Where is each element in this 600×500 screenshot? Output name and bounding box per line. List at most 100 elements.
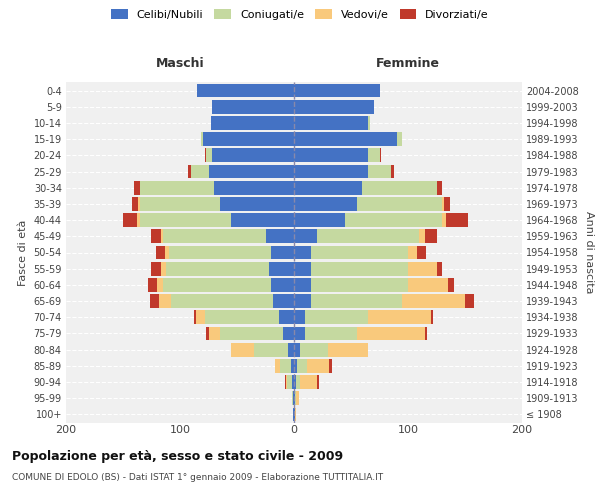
Bar bbox=[157, 278, 163, 292]
Bar bbox=[311, 262, 408, 276]
Bar bbox=[269, 262, 294, 276]
Bar bbox=[200, 132, 203, 146]
Bar bbox=[148, 278, 157, 292]
Bar bbox=[137, 213, 140, 227]
Bar bbox=[194, 310, 196, 324]
Bar bbox=[151, 262, 161, 276]
Bar bbox=[165, 246, 169, 260]
Bar bbox=[209, 326, 220, 340]
Bar bbox=[290, 359, 294, 372]
Bar bbox=[329, 359, 332, 372]
Bar bbox=[214, 181, 294, 194]
Bar bbox=[197, 84, 294, 98]
Bar bbox=[368, 116, 370, 130]
Bar bbox=[417, 246, 426, 260]
Bar bbox=[163, 230, 265, 243]
Bar bbox=[408, 278, 448, 292]
Bar bbox=[294, 326, 305, 340]
Bar bbox=[285, 375, 286, 389]
Legend: Celibi/Nubili, Coniugati/e, Vedovi/e, Divorziati/e: Celibi/Nubili, Coniugati/e, Vedovi/e, Di… bbox=[108, 6, 492, 23]
Bar bbox=[295, 392, 296, 405]
Bar bbox=[419, 230, 425, 243]
Bar bbox=[294, 164, 368, 178]
Y-axis label: Fasce di età: Fasce di età bbox=[18, 220, 28, 286]
Bar bbox=[292, 392, 293, 405]
Text: COMUNE DI EDOLO (BS) - Dati ISTAT 1° gennaio 2009 - Elaborazione TUTTITALIA.IT: COMUNE DI EDOLO (BS) - Dati ISTAT 1° gen… bbox=[12, 472, 383, 482]
Bar bbox=[294, 132, 397, 146]
Bar bbox=[171, 294, 274, 308]
Bar bbox=[203, 132, 294, 146]
Bar bbox=[294, 343, 300, 356]
Bar bbox=[151, 294, 160, 308]
Bar bbox=[307, 359, 329, 372]
Bar bbox=[294, 230, 317, 243]
Bar bbox=[431, 310, 433, 324]
Bar bbox=[212, 100, 294, 114]
Text: Femmine: Femmine bbox=[376, 57, 440, 70]
Bar bbox=[305, 310, 368, 324]
Bar bbox=[271, 246, 294, 260]
Bar bbox=[212, 148, 294, 162]
Bar bbox=[232, 343, 254, 356]
Bar bbox=[408, 246, 417, 260]
Y-axis label: Anni di nascita: Anni di nascita bbox=[584, 211, 595, 294]
Bar bbox=[448, 278, 454, 292]
Bar bbox=[232, 213, 294, 227]
Bar bbox=[286, 375, 287, 389]
Bar bbox=[140, 197, 220, 211]
Bar bbox=[442, 213, 446, 227]
Bar bbox=[123, 213, 137, 227]
Bar bbox=[209, 164, 294, 178]
Text: Maschi: Maschi bbox=[155, 57, 205, 70]
Bar bbox=[368, 310, 431, 324]
Bar bbox=[311, 294, 403, 308]
Bar bbox=[446, 213, 469, 227]
Bar bbox=[294, 359, 298, 372]
Bar bbox=[287, 375, 292, 389]
Bar bbox=[425, 326, 427, 340]
Bar bbox=[294, 197, 356, 211]
Bar bbox=[220, 326, 283, 340]
Bar bbox=[140, 213, 232, 227]
Bar bbox=[206, 326, 209, 340]
Bar bbox=[294, 100, 374, 114]
Bar bbox=[294, 116, 368, 130]
Bar bbox=[205, 148, 206, 162]
Bar bbox=[296, 375, 300, 389]
Bar bbox=[294, 84, 380, 98]
Bar bbox=[292, 375, 294, 389]
Bar bbox=[188, 164, 191, 178]
Bar bbox=[265, 230, 294, 243]
Bar bbox=[140, 181, 214, 194]
Bar bbox=[132, 197, 138, 211]
Bar bbox=[294, 181, 362, 194]
Bar bbox=[442, 197, 445, 211]
Bar bbox=[294, 375, 296, 389]
Bar bbox=[161, 262, 166, 276]
Bar bbox=[191, 164, 209, 178]
Bar bbox=[274, 294, 294, 308]
Bar bbox=[163, 278, 271, 292]
Bar bbox=[391, 164, 394, 178]
Text: Popolazione per età, sesso e stato civile - 2009: Popolazione per età, sesso e stato civil… bbox=[12, 450, 343, 463]
Bar bbox=[346, 213, 442, 227]
Bar bbox=[166, 262, 269, 276]
Bar bbox=[425, 230, 437, 243]
Bar bbox=[293, 392, 294, 405]
Bar bbox=[294, 213, 346, 227]
Bar bbox=[294, 310, 305, 324]
Bar bbox=[294, 392, 295, 405]
Bar bbox=[294, 294, 311, 308]
Bar bbox=[196, 310, 205, 324]
Bar bbox=[305, 326, 356, 340]
Bar bbox=[283, 326, 294, 340]
Bar bbox=[254, 343, 289, 356]
Bar bbox=[293, 408, 294, 422]
Bar bbox=[275, 359, 280, 372]
Bar bbox=[151, 230, 161, 243]
Bar bbox=[437, 181, 442, 194]
Bar bbox=[437, 262, 442, 276]
Bar bbox=[397, 132, 403, 146]
Bar bbox=[328, 343, 368, 356]
Bar bbox=[289, 343, 294, 356]
